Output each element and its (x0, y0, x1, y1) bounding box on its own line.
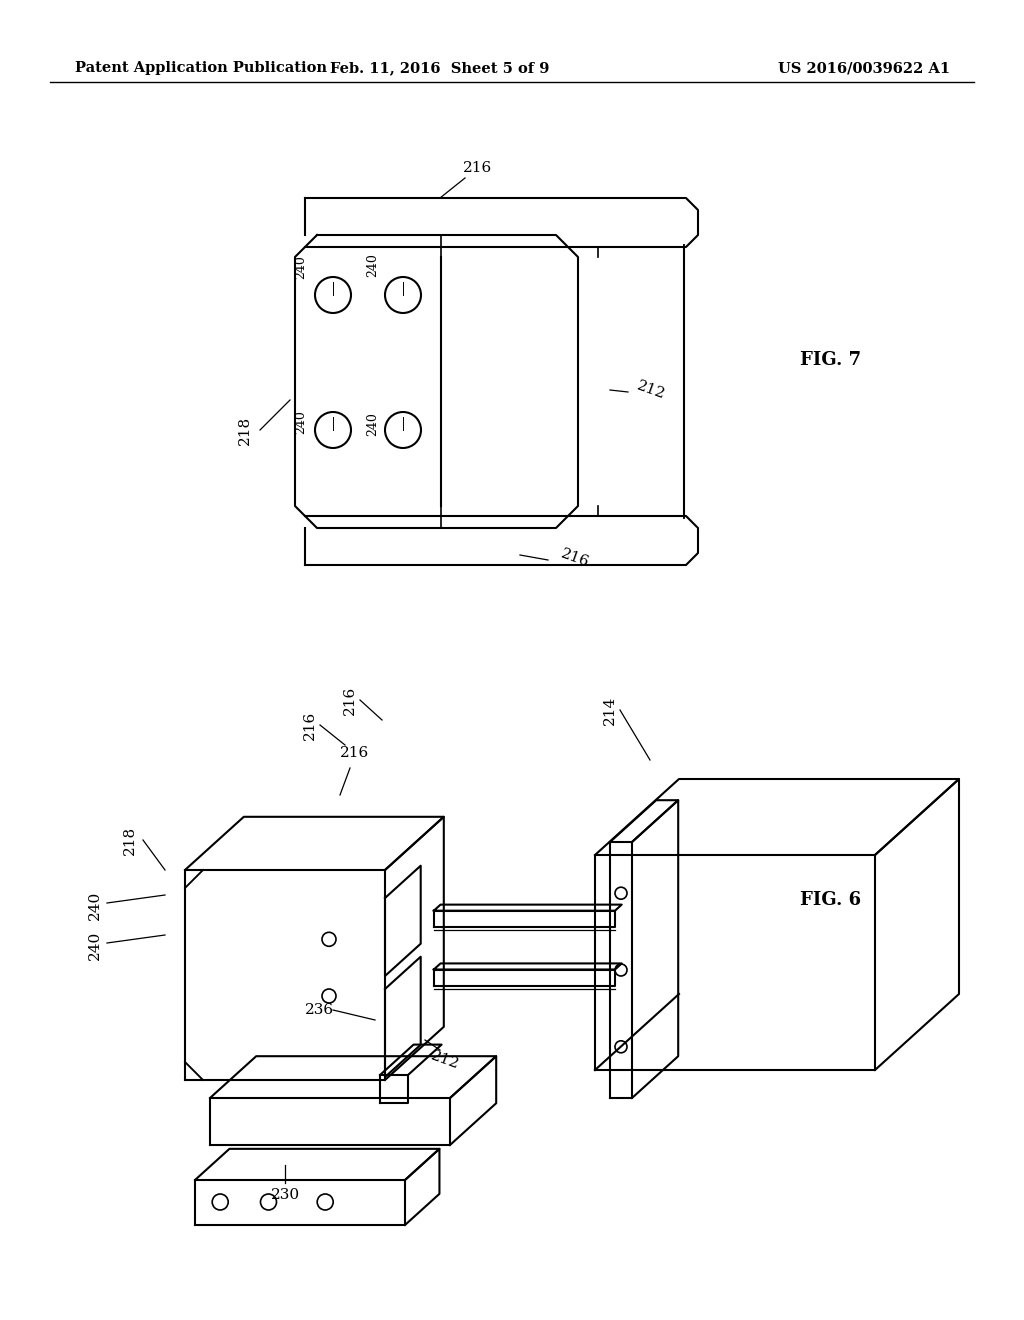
Text: 240: 240 (295, 411, 307, 434)
Text: 212: 212 (635, 379, 668, 401)
Text: 216: 216 (464, 161, 493, 176)
Text: 230: 230 (270, 1188, 300, 1203)
Text: FIG. 7: FIG. 7 (800, 351, 861, 370)
Text: 240: 240 (88, 891, 102, 920)
Text: 236: 236 (305, 1003, 335, 1016)
Text: 218: 218 (123, 825, 137, 854)
Text: Feb. 11, 2016  Sheet 5 of 9: Feb. 11, 2016 Sheet 5 of 9 (331, 61, 550, 75)
Text: 212: 212 (429, 1048, 461, 1072)
Text: 240: 240 (88, 931, 102, 960)
Text: 240: 240 (367, 412, 380, 436)
Text: FIG. 6: FIG. 6 (800, 891, 861, 909)
Text: US 2016/0039622 A1: US 2016/0039622 A1 (778, 61, 950, 75)
Text: 240: 240 (295, 255, 307, 279)
Text: 240: 240 (367, 253, 380, 277)
Text: 216: 216 (559, 546, 591, 569)
Text: 216: 216 (340, 746, 370, 760)
Text: 218: 218 (238, 416, 252, 445)
Text: 216: 216 (343, 685, 357, 714)
Text: Patent Application Publication: Patent Application Publication (75, 61, 327, 75)
Text: 214: 214 (603, 696, 617, 725)
Text: 216: 216 (303, 710, 317, 739)
